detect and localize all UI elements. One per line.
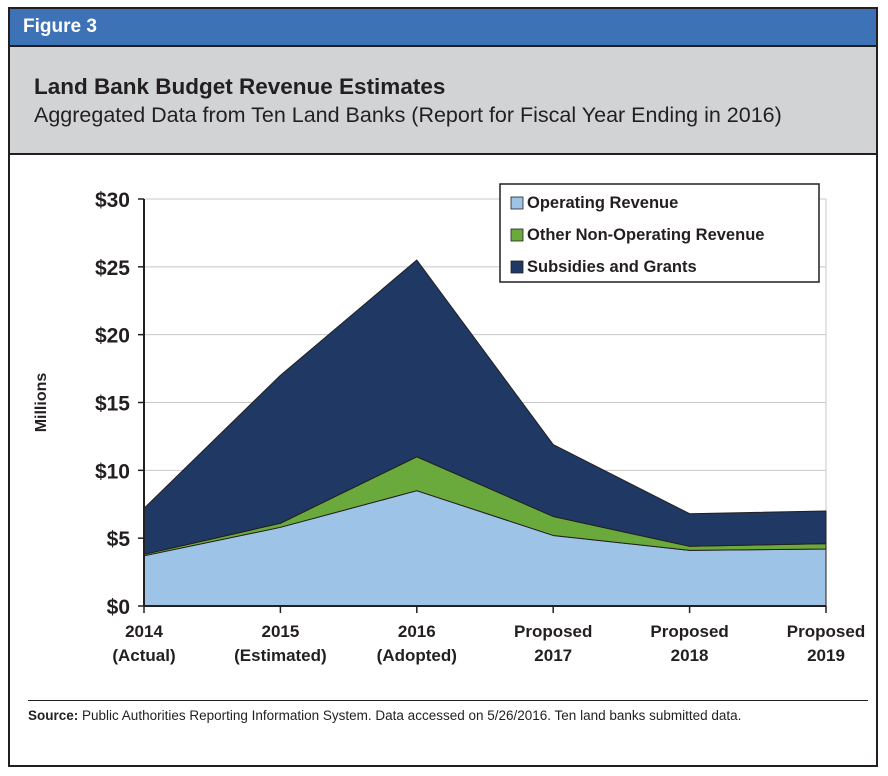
x-tick-label-line: (Adopted) — [377, 646, 457, 665]
legend-label-0: Operating Revenue — [527, 194, 678, 212]
y-tick-label-4: $20 — [95, 325, 130, 348]
x-tick-label-4: Proposed 2018 — [650, 622, 728, 665]
figure-frame: Figure 3 Land Bank Budget Revenue Estima… — [8, 7, 878, 767]
y-tick-label-2: $10 — [95, 460, 130, 483]
y-tick-label-5: $25 — [95, 257, 130, 280]
x-tick-label-line: Proposed — [514, 622, 592, 641]
x-tick-label-2: 2016 (Adopted) — [377, 622, 457, 665]
source-label: Source: — [28, 708, 79, 723]
area-series-2 — [143, 259, 827, 555]
x-tick-label-line: 2015 — [261, 622, 299, 641]
x-tick-label-line: Proposed — [787, 622, 865, 641]
source-note: Source: Public Authorities Reporting Inf… — [28, 706, 788, 725]
y-tick-label-6: $30 — [95, 189, 130, 212]
x-tick-label-5: Proposed 2019 — [787, 622, 865, 665]
x-tick-label-line: (Estimated) — [234, 646, 327, 665]
source-text: Public Authorities Reporting Information… — [82, 708, 742, 723]
x-tick-label-0: 2014 (Actual) — [112, 622, 175, 665]
x-tick-label-line: Proposed — [650, 622, 728, 641]
y-tick-label-1: $5 — [107, 528, 131, 551]
x-tick-label-3: Proposed 2017 — [514, 622, 592, 665]
legend-swatch-2 — [510, 260, 524, 274]
x-tick-label-line: 2016 — [398, 622, 436, 641]
y-tick-label-0: $0 — [107, 596, 130, 619]
legend-label-1: Other Non-Operating Revenue — [527, 226, 764, 244]
legend-swatch-0 — [510, 196, 524, 210]
chart-title: Land Bank Budget Revenue Estimates — [34, 74, 446, 99]
figure-label: Figure 3 — [23, 16, 97, 37]
legend-swatch-1 — [510, 228, 524, 242]
figure-header-bar: Figure 3 — [10, 9, 876, 47]
x-tick-label-line: 2018 — [671, 646, 709, 665]
title-band: Land Bank Budget Revenue Estimates Aggre… — [10, 47, 876, 155]
legend-box — [499, 183, 820, 283]
x-tick-label-line: 2014 — [125, 622, 163, 641]
y-axis-title: Millions — [33, 373, 50, 433]
chart-subtitle: Aggregated Data from Ten Land Banks (Rep… — [34, 103, 782, 127]
source-divider — [28, 700, 868, 701]
y-tick-label-3: $15 — [95, 393, 130, 416]
x-tick-label-line: (Actual) — [112, 646, 175, 665]
x-tick-label-line: 2019 — [807, 646, 845, 665]
x-tick-label-line: 2017 — [534, 646, 572, 665]
legend-label-2: Subsidies and Grants — [527, 258, 697, 276]
x-tick-label-1: 2015 (Estimated) — [234, 622, 327, 665]
